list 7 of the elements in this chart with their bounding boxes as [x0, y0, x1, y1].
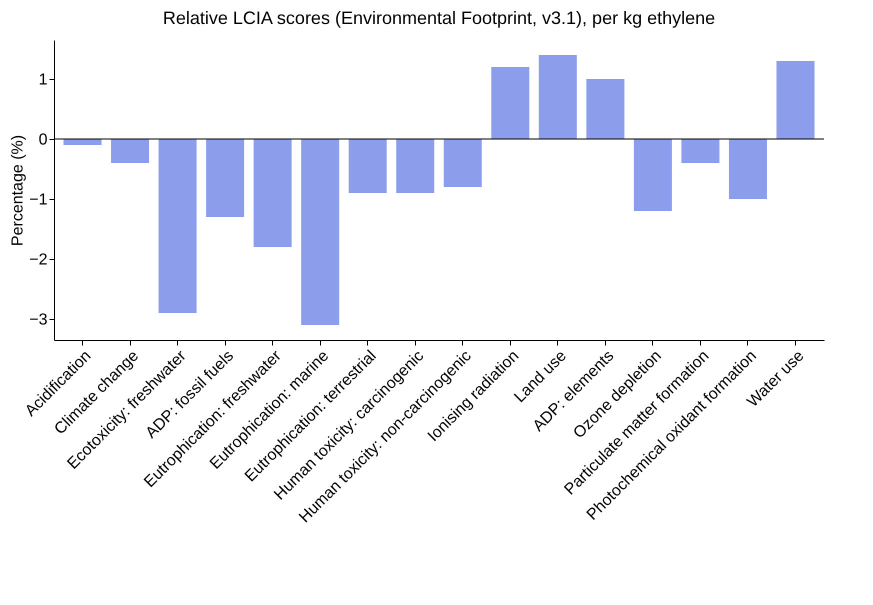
y-axis-title: Percentage (%) — [9, 134, 26, 246]
y-tick-label: −2 — [29, 252, 48, 268]
y-tick-label: −3 — [29, 312, 48, 328]
y-tick-label: 0 — [38, 132, 48, 148]
y-tick-label: 1 — [38, 72, 48, 88]
y-tick-label: −1 — [29, 192, 48, 208]
chart-title: Relative LCIA scores (Environmental Footprint, v3.1), per kg ethylene — [162, 8, 716, 28]
